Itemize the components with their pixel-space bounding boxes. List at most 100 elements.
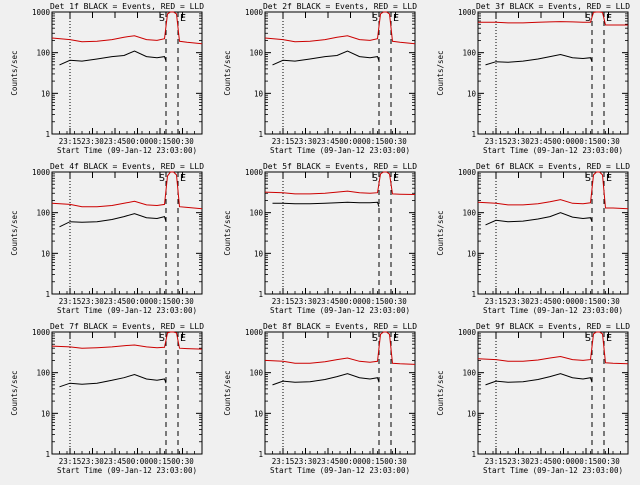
x-tick-label: 23:45	[104, 297, 127, 306]
y-axis-label: Counts/sec	[10, 210, 19, 255]
x-tick-label: 00:15	[149, 457, 172, 466]
x-axis-label: Start Time (09-Jan-12 23:03:00)	[483, 306, 623, 315]
y-tick-label: 100	[249, 49, 263, 58]
x-tick-label: 00:15	[575, 457, 598, 466]
x-tick-label: 23:30	[81, 297, 104, 306]
y-tick-label: 1000	[458, 168, 477, 177]
interval-marker-S: S	[159, 173, 165, 184]
y-tick-label: 1	[45, 130, 50, 139]
y-tick-label: 10	[467, 89, 477, 98]
interval-marker-S: S	[372, 173, 378, 184]
interval-marker-E: E	[180, 173, 186, 184]
panel-title: Det 5f BLACK = Events, RED = LLD	[263, 162, 417, 171]
y-tick-label: 10	[254, 409, 264, 418]
x-tick-label: 00:30	[171, 297, 194, 306]
panel-title: Det 3f BLACK = Events, RED = LLD	[476, 2, 630, 11]
y-tick-label: 10	[254, 89, 264, 98]
y-axis-label: Counts/sec	[223, 210, 232, 255]
x-tick-label: 00:15	[362, 457, 385, 466]
x-tick-label: 23:15	[485, 137, 508, 146]
series-events-line	[485, 373, 593, 386]
plot-frame	[51, 11, 203, 135]
interval-marker-E: E	[606, 333, 612, 344]
x-tick-label: 23:15	[272, 457, 295, 466]
x-tick-label: 23:45	[104, 457, 127, 466]
x-tick-label: 23:45	[317, 457, 340, 466]
x-tick-label: 00:30	[384, 457, 407, 466]
y-axis-label: Counts/sec	[223, 50, 232, 95]
x-tick-label: 23:15	[59, 457, 82, 466]
y-tick-label: 10	[467, 249, 477, 258]
x-tick-label: 23:45	[317, 137, 340, 146]
x-axis-label: Start Time (09-Jan-12 23:03:00)	[270, 306, 410, 315]
series-lld-line	[477, 171, 629, 210]
x-tick-label: 00:15	[362, 297, 385, 306]
x-tick-label: 00:00	[339, 137, 362, 146]
x-tick-label: 00:00	[126, 457, 149, 466]
y-tick-label: 10	[41, 249, 51, 258]
plot-frame	[264, 331, 416, 455]
y-tick-label: 1	[45, 290, 50, 299]
x-tick-label: 00:15	[575, 297, 598, 306]
y-tick-label: 100	[249, 369, 263, 378]
x-tick-label: 23:15	[59, 137, 82, 146]
interval-marker-S: S	[159, 13, 165, 24]
y-tick-label: 100	[462, 369, 476, 378]
y-tick-label: 1000	[32, 168, 51, 177]
x-tick-label: 23:45	[317, 297, 340, 306]
series-events-line	[59, 373, 167, 388]
interval-marker-E: E	[393, 333, 399, 344]
y-tick-label: 1	[471, 450, 476, 459]
x-tick-label: 23:30	[81, 457, 104, 466]
interval-marker-S: S	[585, 333, 591, 344]
x-axis-label: Start Time (09-Jan-12 23:03:00)	[270, 466, 410, 475]
x-tick-label: 23:30	[507, 297, 530, 306]
panel-title: Det 4f BLACK = Events, RED = LLD	[50, 162, 204, 171]
y-tick-label: 1	[45, 450, 50, 459]
x-tick-label: 00:15	[362, 137, 385, 146]
series-events-line	[59, 50, 167, 66]
y-axis-label: Counts/sec	[436, 50, 445, 95]
plot-frame	[51, 331, 203, 455]
x-tick-label: 23:15	[485, 457, 508, 466]
series-lld-line	[51, 171, 203, 210]
x-tick-label: 23:45	[104, 137, 127, 146]
x-tick-label: 00:00	[552, 137, 575, 146]
x-tick-label: 23:45	[530, 457, 553, 466]
interval-marker-S: S	[372, 333, 378, 344]
series-lld-line	[264, 331, 416, 365]
y-tick-label: 1	[258, 290, 263, 299]
x-tick-label: 23:30	[507, 457, 530, 466]
y-axis-label: Counts/sec	[10, 50, 19, 95]
x-tick-label: 00:30	[171, 137, 194, 146]
series-events-line	[59, 213, 167, 228]
x-tick-label: 23:15	[272, 137, 295, 146]
x-axis-label: Start Time (09-Jan-12 23:03:00)	[270, 146, 410, 155]
x-tick-label: 00:30	[597, 457, 620, 466]
x-tick-label: 00:00	[126, 137, 149, 146]
y-tick-label: 10	[41, 89, 51, 98]
series-events-line	[485, 53, 593, 66]
interval-marker-E: E	[606, 13, 612, 24]
x-tick-label: 23:15	[485, 297, 508, 306]
x-tick-label: 00:15	[149, 137, 172, 146]
y-tick-label: 1	[471, 130, 476, 139]
y-tick-label: 10	[41, 409, 51, 418]
panel-title: Det 2f BLACK = Events, RED = LLD	[263, 2, 417, 11]
interval-marker-E: E	[393, 13, 399, 24]
series-lld-line	[264, 171, 416, 195]
x-axis-label: Start Time (09-Jan-12 23:03:00)	[57, 466, 197, 475]
y-tick-label: 100	[36, 369, 50, 378]
y-tick-label: 1	[258, 450, 263, 459]
x-tick-label: 23:45	[530, 297, 553, 306]
x-tick-label: 00:30	[384, 297, 407, 306]
y-tick-label: 1	[258, 130, 263, 139]
panel-title: Det 7f BLACK = Events, RED = LLD	[50, 322, 204, 331]
x-tick-label: 00:00	[126, 297, 149, 306]
x-tick-label: 23:30	[81, 137, 104, 146]
